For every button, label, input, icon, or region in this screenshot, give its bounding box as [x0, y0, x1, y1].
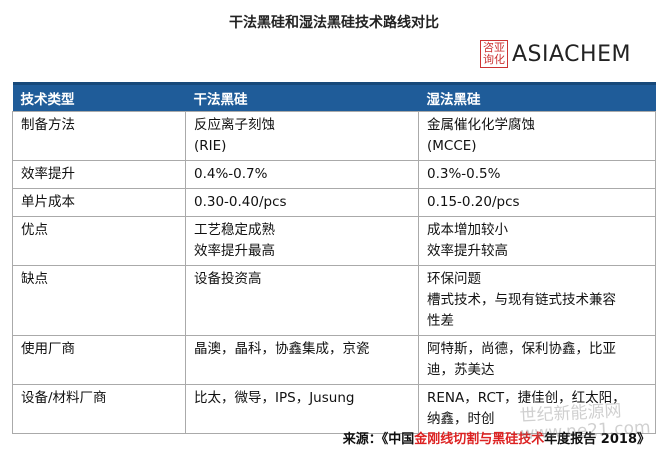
table-row: 设备/材料厂商 比太，微导，IPS，Jusung RENA，RCT，捷佳创，红太阳，… — [12, 384, 656, 434]
header-row: 技术类型 干法黑硅 湿法黑硅 — [12, 82, 656, 112]
cell-line: 优点 — [21, 222, 48, 238]
cell-line: 0.30-0.40/pcs — [194, 194, 287, 210]
cell-line: 使用厂商 — [21, 341, 75, 357]
source: 来源：《中国金刚线切割与黑硅技术年度报告 2018》 — [343, 428, 650, 447]
table-cell: 0.3%-0.5% — [418, 160, 656, 189]
table-cell: 0.30-0.40/pcs — [185, 188, 419, 217]
table-cell: 金属催化化学腐蚀 (MCCE) — [418, 111, 656, 161]
comparison-table: 技术类型 干法黑硅 湿法黑硅 制备方法 反应离子刻蚀 (RIE) 金属催化化学腐蚀 (MCC… — [12, 82, 656, 434]
table-cell: 设备投资高 — [185, 265, 419, 336]
cell-line: 制备方法 — [21, 117, 75, 133]
source-text: 来源：《中国 — [342, 432, 415, 447]
cell-line: 成本增加较小 — [427, 222, 508, 238]
cell-line: (RIE) — [194, 138, 227, 154]
table-row: 使用厂商 晶澳，晶科，协鑫集成，京瓷 阿特斯，尚德，保利协鑫，比亚 迪，苏美达 — [12, 335, 656, 385]
cell-line: (MCCE) — [427, 138, 477, 154]
row-label: 优点 — [12, 216, 186, 266]
cell-line: 迪，苏美达 — [427, 362, 495, 378]
logo-mark: 咨亚 询化 — [480, 40, 508, 68]
row-label: 单片成本 — [12, 188, 186, 217]
cell-line: 阿特斯，尚德，保利协鑫，比亚 — [427, 341, 616, 357]
watermark: 世纪新能源网 www.ne21.com — [519, 401, 651, 444]
cell-line: 0.4%-0.7% — [194, 166, 268, 182]
cell-line: 工艺稳定成熟 — [194, 222, 275, 238]
row-label: 缺点 — [12, 265, 186, 336]
header-cell: 干法黑硅 — [185, 82, 419, 112]
source-highlight: 金刚线切割与黑硅技术 — [414, 432, 545, 447]
row-label: 效率提升 — [12, 160, 186, 189]
cell-line: 缺点 — [21, 271, 48, 287]
table-row: 优点 工艺稳定成熟 效率提升最高 成本增加较小 效率提升较高 — [12, 216, 656, 266]
cell-line: 效率提升 — [21, 166, 75, 182]
row-label: 制备方法 — [12, 111, 186, 161]
table-cell: 0.4%-0.7% — [185, 160, 419, 189]
cell-line: 槽式技术，与现有链式技术兼容 — [427, 292, 616, 308]
cell-line: 效率提升较高 — [427, 243, 508, 259]
header-cell: 技术类型 — [12, 82, 186, 112]
cell-line: 比太，微导，IPS，Jusung — [194, 390, 355, 406]
table-cell: 工艺稳定成熟 效率提升最高 — [185, 216, 419, 266]
cell-line: 0.15-0.20/pcs — [427, 194, 520, 210]
cell-line: RENA，RCT，捷佳创，红太阳， — [427, 390, 626, 406]
cell-line: 设备/材料厂商 — [21, 390, 107, 406]
cell-line: 性差 — [427, 313, 454, 329]
table-row: 制备方法 反应离子刻蚀 (RIE) 金属催化化学腐蚀 (MCCE) — [12, 111, 656, 161]
table-cell: 反应离子刻蚀 (RIE) — [185, 111, 419, 161]
cell-line: 晶澳，晶科，协鑫集成，京瓷 — [194, 341, 370, 357]
cell-line: 0.3%-0.5% — [427, 166, 501, 182]
cell-line: 设备投资高 — [194, 271, 262, 287]
cell-line: 环保问题 — [427, 271, 481, 287]
title: 干法黑硅和湿法黑硅技术路线对比 — [229, 15, 439, 31]
logo-line: 询化 — [483, 53, 505, 66]
table-cell: 成本增加较小 效率提升较高 — [418, 216, 656, 266]
table-cell: RENA，RCT，捷佳创，红太阳， 纳鑫，时创 — [418, 384, 656, 434]
row-label: 设备/材料厂商 — [12, 384, 186, 434]
table-row: 缺点 设备投资高 环保问题槽式技术，与现有链式技术兼容 性差 — [12, 265, 656, 336]
table-cell: 环保问题槽式技术，与现有链式技术兼容 性差 — [418, 265, 656, 336]
cell-line: 纳鑫，时创 — [427, 411, 495, 427]
source-text: 年度报告 2018》 — [544, 432, 650, 447]
cell-line: 单片成本 — [21, 194, 75, 210]
table-cell: 比太，微导，IPS，Jusung — [185, 384, 419, 434]
cell-line: 反应离子刻蚀 — [194, 117, 275, 133]
cell-line: 金属催化化学腐蚀 — [427, 117, 535, 133]
header-cell: 湿法黑硅 — [418, 82, 656, 112]
logo: 咨亚 询化 ASIACHEM — [480, 40, 631, 68]
table-cell: 阿特斯，尚德，保利协鑫，比亚 迪，苏美达 — [418, 335, 656, 385]
logo-name: ASIACHEM — [512, 41, 631, 67]
table-row: 单片成本 0.30-0.40/pcs 0.15-0.20/pcs — [12, 188, 656, 217]
cell-line: 效率提升最高 — [194, 243, 275, 259]
logo-line: 咨亚 — [483, 41, 505, 54]
table-cell: 0.15-0.20/pcs — [418, 188, 656, 217]
table-row: 效率提升 0.4%-0.7% 0.3%-0.5% — [12, 160, 656, 189]
row-label: 使用厂商 — [12, 335, 186, 385]
table-cell: 晶澳，晶科，协鑫集成，京瓷 — [185, 335, 419, 385]
